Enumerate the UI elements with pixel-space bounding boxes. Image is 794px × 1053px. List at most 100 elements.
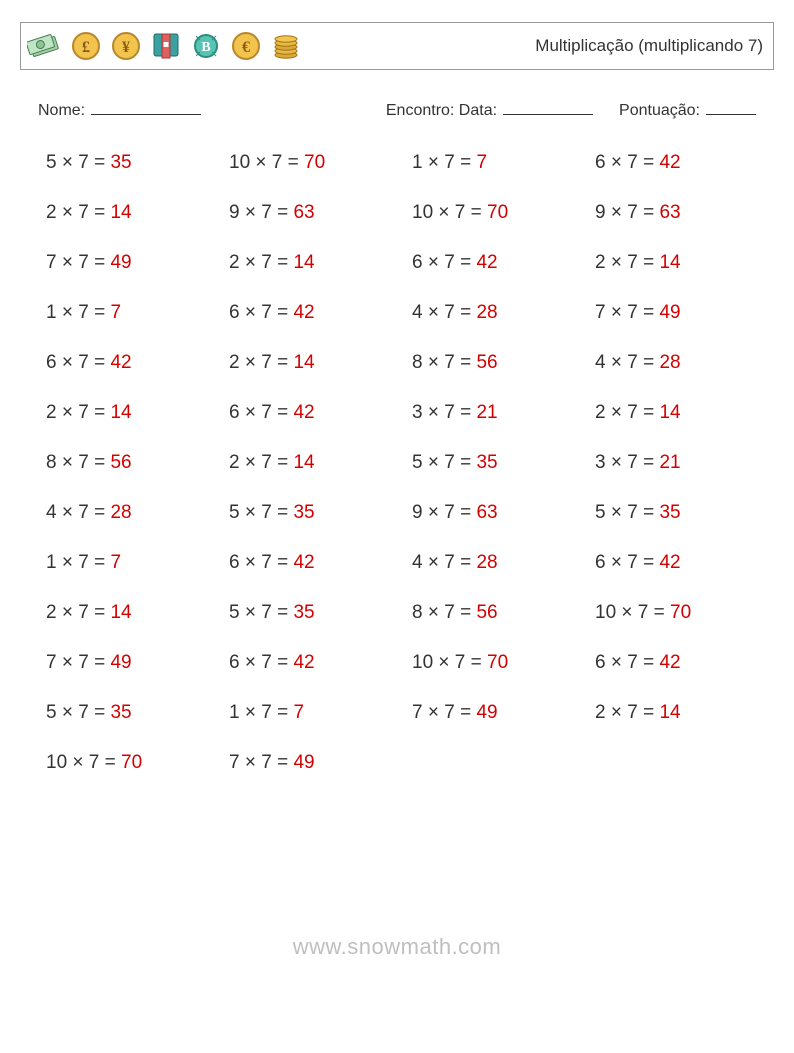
problem-answer: 56: [110, 452, 131, 473]
problem-expression: 6 × 7 =: [229, 302, 293, 323]
meta-row: Nome: Encontro: Data: Pontuação:: [38, 98, 756, 120]
problem-answer: 42: [293, 552, 314, 573]
problem-expression: 4 × 7 =: [412, 302, 476, 323]
problem-cell: 4 × 7 = 28: [46, 502, 219, 524]
problem-answer: 28: [476, 302, 497, 323]
problem-cell: 8 × 7 = 56: [412, 352, 585, 374]
problem-expression: 8 × 7 =: [46, 452, 110, 473]
problem-answer: 63: [659, 202, 680, 223]
problem-expression: 6 × 7 =: [229, 552, 293, 573]
problem-cell: 3 × 7 = 21: [595, 452, 768, 474]
problem-cell: 7 × 7 = 49: [46, 652, 219, 674]
problem-expression: 10 × 7 =: [412, 202, 487, 223]
problem-expression: 9 × 7 =: [595, 202, 659, 223]
problem-expression: 2 × 7 =: [46, 602, 110, 623]
problem-expression: 6 × 7 =: [46, 352, 110, 373]
problem-expression: 4 × 7 =: [412, 552, 476, 573]
problem-answer: 42: [659, 552, 680, 573]
problems-grid: 5 × 7 = 35 10 × 7 = 70 1 × 7 = 7 6 × 7 = 42…: [20, 138, 774, 774]
problem-answer: 28: [110, 502, 131, 523]
problem-cell: 7 × 7 = 49: [229, 752, 402, 774]
date-label: Encontro: Data:: [386, 102, 497, 120]
problem-answer: 70: [304, 152, 325, 173]
problem-answer: 7: [110, 302, 121, 323]
problem-answer: 14: [293, 252, 314, 273]
svg-text:€: €: [242, 39, 250, 56]
problem-answer: 56: [476, 602, 497, 623]
problem-answer: 49: [476, 702, 497, 723]
problem-cell: 5 × 7 = 35: [229, 502, 402, 524]
problem-cell: 7 × 7 = 49: [412, 702, 585, 724]
problem-answer: 49: [110, 252, 131, 273]
problem-expression: 2 × 7 =: [229, 452, 293, 473]
problem-cell: 2 × 7 = 14: [595, 402, 768, 424]
problem-cell: 2 × 7 = 14: [229, 352, 402, 374]
problem-expression: 2 × 7 =: [229, 352, 293, 373]
problem-answer: 14: [110, 402, 131, 423]
problem-answer: 7: [110, 552, 121, 573]
problem-cell: 1 × 7 = 7: [229, 702, 402, 724]
problem-answer: 28: [476, 552, 497, 573]
problem-expression: 3 × 7 =: [412, 402, 476, 423]
problem-expression: 6 × 7 =: [412, 252, 476, 273]
cash-icon: [27, 31, 61, 61]
date-blank[interactable]: [503, 98, 593, 115]
problem-cell: 1 × 7 = 7: [412, 152, 585, 174]
problem-answer: 42: [293, 302, 314, 323]
score-blank[interactable]: [706, 98, 756, 115]
problem-cell: 6 × 7 = 42: [595, 652, 768, 674]
problem-cell: 8 × 7 = 56: [412, 602, 585, 624]
problem-expression: 6 × 7 =: [595, 152, 659, 173]
problem-expression: 5 × 7 =: [46, 152, 110, 173]
problem-cell: 5 × 7 = 35: [46, 702, 219, 724]
problem-cell: [595, 752, 768, 774]
problem-expression: 8 × 7 =: [412, 602, 476, 623]
problem-cell: 3 × 7 = 21: [412, 402, 585, 424]
problem-expression: 10 × 7 =: [229, 152, 304, 173]
problem-cell: 10 × 7 = 70: [229, 152, 402, 174]
watermark: www.snowmath.com: [20, 934, 774, 960]
problem-cell: 5 × 7 = 35: [595, 502, 768, 524]
problem-expression: 5 × 7 =: [229, 502, 293, 523]
problem-answer: 28: [659, 352, 680, 373]
problem-answer: 14: [293, 452, 314, 473]
problem-cell: 10 × 7 = 70: [46, 752, 219, 774]
name-label: Nome:: [38, 102, 85, 120]
problem-answer: 7: [476, 152, 487, 173]
problem-expression: 2 × 7 =: [595, 252, 659, 273]
problem-cell: 1 × 7 = 7: [46, 302, 219, 324]
problem-cell: 6 × 7 = 42: [595, 552, 768, 574]
problem-answer: 49: [110, 652, 131, 673]
problem-expression: 2 × 7 =: [595, 702, 659, 723]
pound-coin-icon: £: [71, 31, 101, 61]
name-blank[interactable]: [91, 98, 201, 115]
problem-answer: 70: [121, 752, 142, 773]
worksheet-title: Multiplicação (multiplicando 7): [535, 36, 763, 56]
problem-cell: 5 × 7 = 35: [229, 602, 402, 624]
problem-answer: 70: [487, 202, 508, 223]
problem-expression: 5 × 7 =: [595, 502, 659, 523]
problem-cell: 6 × 7 = 42: [229, 402, 402, 424]
problem-answer: 42: [659, 652, 680, 673]
problem-cell: 6 × 7 = 42: [229, 652, 402, 674]
problem-answer: 14: [293, 352, 314, 373]
problem-expression: 2 × 7 =: [46, 402, 110, 423]
problem-expression: 7 × 7 =: [412, 702, 476, 723]
problem-expression: 8 × 7 =: [412, 352, 476, 373]
problem-expression: 10 × 7 =: [46, 752, 121, 773]
problem-expression: 7 × 7 =: [46, 652, 110, 673]
problem-expression: 2 × 7 =: [46, 202, 110, 223]
problem-cell: 6 × 7 = 42: [229, 302, 402, 324]
problem-answer: 42: [293, 652, 314, 673]
problem-cell: 4 × 7 = 28: [412, 552, 585, 574]
problem-cell: 6 × 7 = 42: [595, 152, 768, 174]
problem-expression: 1 × 7 =: [46, 302, 110, 323]
problem-cell: 9 × 7 = 63: [595, 202, 768, 224]
problem-cell: 5 × 7 = 35: [46, 152, 219, 174]
problem-answer: 56: [476, 352, 497, 373]
problem-cell: 2 × 7 = 14: [46, 602, 219, 624]
problem-expression: 2 × 7 =: [229, 252, 293, 273]
problem-answer: 49: [659, 302, 680, 323]
header-icons: £ ¥ B €: [27, 31, 301, 61]
problem-answer: 35: [476, 452, 497, 473]
